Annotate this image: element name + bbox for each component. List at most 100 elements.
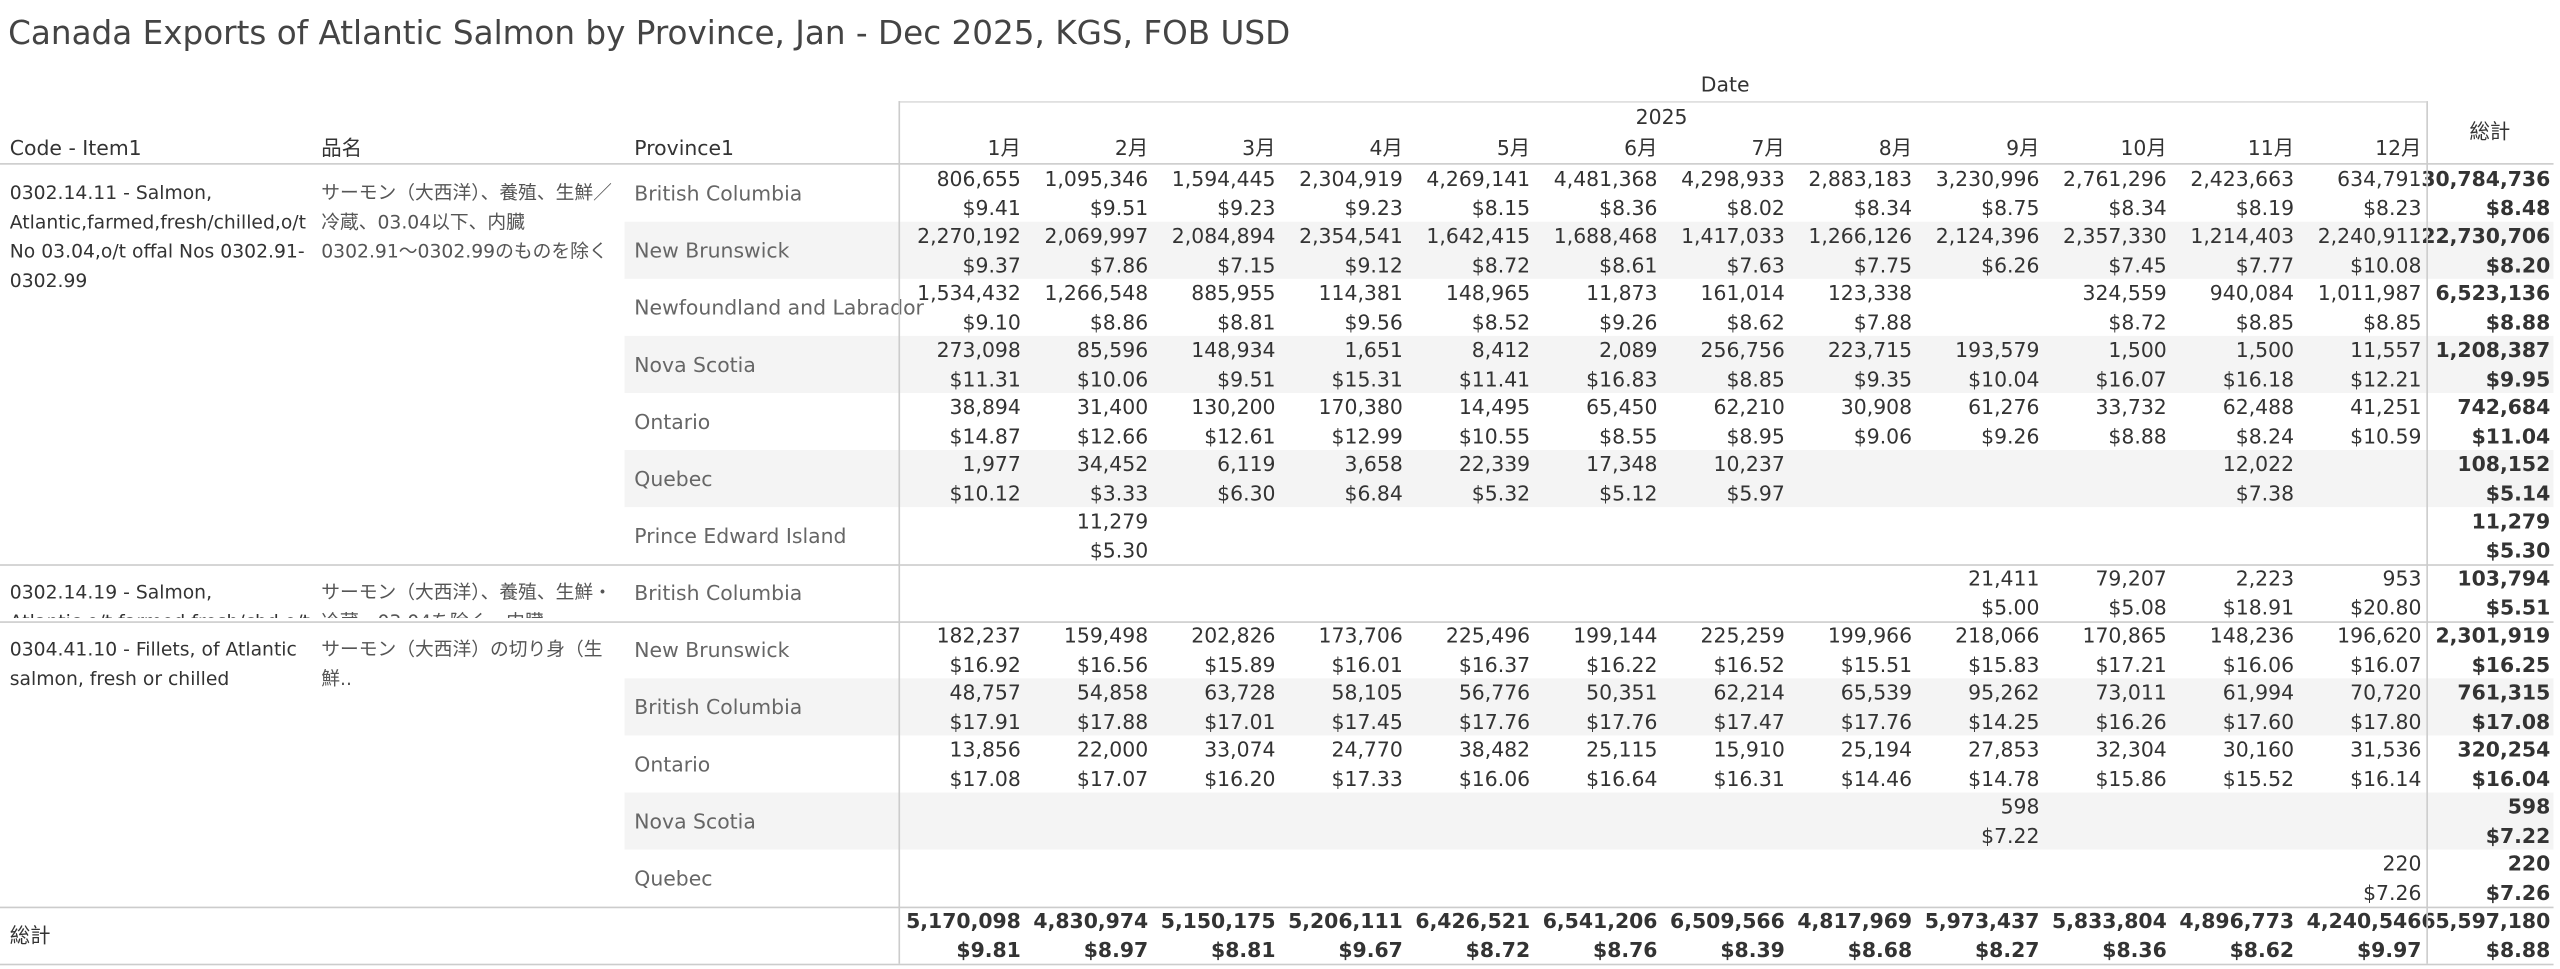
kgs-cell: 1,011,987 — [2317, 280, 2422, 305]
usd-cell: $8.02 — [1726, 195, 1785, 221]
kgs-cell: 33,732 — [2095, 394, 2167, 420]
total-kgs: 6,523,136 — [2435, 280, 2551, 305]
grand-usd: $8.68 — [1847, 937, 1913, 963]
kgs-cell: 634,791 — [2337, 166, 2422, 191]
usd-cell: $17.01 — [1204, 709, 1276, 734]
kgs-cell: 31,536 — [2350, 737, 2422, 762]
kgs-cell: 24,770 — [1331, 737, 1403, 762]
province: Ontario — [634, 409, 711, 434]
usd-cell: $8.88 — [2108, 423, 2167, 449]
usd-cell: $16.07 — [2095, 366, 2167, 392]
usd-cell: $9.37 — [962, 252, 1021, 278]
grand-kgs: 4,896,773 — [2179, 908, 2295, 933]
usd-cell: $8.75 — [1981, 195, 2040, 221]
total-kgs: 108,152 — [2457, 451, 2551, 477]
usd-cell: $16.52 — [1713, 652, 1785, 677]
usd-cell: $15.51 — [1840, 652, 1913, 677]
grand-usd: $8.62 — [2229, 937, 2295, 963]
total-kgs: 22,730,706 — [2421, 223, 2551, 248]
kgs-cell: 1,214,403 — [2190, 223, 2295, 248]
grand-kgs: 6,541,206 — [1542, 908, 1658, 933]
kgs-cell: 48,757 — [949, 679, 1021, 705]
kgs-cell: 173,706 — [1318, 622, 1403, 648]
usd-cell: $5.97 — [1726, 481, 1785, 506]
usd-cell: $5.12 — [1599, 481, 1658, 506]
usd-cell: $7.15 — [1217, 252, 1276, 278]
kgs-cell: 4,481,368 — [1553, 166, 1658, 191]
usd-cell: $8.62 — [1726, 309, 1785, 335]
kgs-cell: 6,119 — [1217, 451, 1276, 477]
usd-cell: $7.77 — [2235, 252, 2295, 278]
usd-cell: $17.88 — [1076, 709, 1149, 734]
kgs-cell: 13,856 — [949, 737, 1021, 762]
year-header: 2025 — [1635, 104, 1688, 129]
kgs-cell: 123,338 — [1827, 280, 1913, 305]
usd-cell: $8.23 — [2363, 195, 2422, 221]
item-code: 0304.41.10 - Fillets, of Atlantic salmon… — [9, 637, 297, 690]
usd-cell: $10.55 — [1458, 423, 1531, 449]
usd-cell: $17.91 — [949, 709, 1021, 734]
column-header: 品名 — [321, 135, 363, 160]
kgs-cell: 170,380 — [1318, 394, 1403, 420]
province: British Columbia — [634, 694, 803, 720]
usd-cell: $8.52 — [1471, 309, 1531, 335]
kgs-cell: 225,259 — [1700, 622, 1785, 648]
kgs-cell: 1,417,033 — [1681, 223, 1785, 248]
header-rule — [0, 163, 2554, 165]
kgs-cell: 148,934 — [1191, 337, 1276, 362]
grand-total-label: 総計 — [9, 922, 51, 948]
usd-cell: $11.41 — [1458, 366, 1531, 392]
usd-cell: $5.08 — [2108, 595, 2167, 620]
usd-cell: $5.30 — [1089, 538, 1149, 563]
kgs-cell: 148,236 — [2209, 622, 2295, 648]
total-usd: $5.14 — [2485, 481, 2551, 506]
total-kgs: 30,784,736 — [2421, 166, 2551, 191]
usd-cell: $9.41 — [962, 195, 1021, 221]
kgs-cell: 54,858 — [1076, 679, 1149, 705]
grand-usd: $8.81 — [1211, 937, 1276, 963]
usd-cell: $15.31 — [1331, 366, 1403, 392]
usd-cell: $8.95 — [1726, 423, 1785, 449]
row-band — [624, 335, 2554, 393]
kgs-cell: 85,596 — [1076, 337, 1149, 362]
province: New Brunswick — [634, 238, 790, 263]
kgs-cell: 199,144 — [1573, 622, 1658, 648]
group-rule — [0, 564, 2554, 566]
kgs-cell: 199,966 — [1827, 622, 1913, 648]
total-usd: $7.26 — [2485, 880, 2551, 905]
data-left-rule — [898, 101, 901, 964]
usd-cell: $7.22 — [1981, 823, 2040, 848]
kgs-cell: 58,105 — [1331, 679, 1403, 705]
usd-cell: $9.12 — [1344, 252, 1403, 278]
usd-cell: $17.76 — [1586, 709, 1658, 734]
usd-cell: $16.31 — [1713, 766, 1785, 791]
usd-cell: $16.14 — [2350, 766, 2422, 791]
usd-cell: $8.85 — [2363, 309, 2422, 335]
total-usd: $16.25 — [2471, 652, 2551, 677]
total-usd: $7.22 — [2485, 823, 2551, 848]
usd-cell: $15.83 — [1968, 652, 2040, 677]
usd-cell: $16.22 — [1586, 652, 1658, 677]
kgs-cell: 196,620 — [2337, 622, 2422, 648]
usd-cell: $7.88 — [1853, 309, 1913, 335]
usd-cell: $20.80 — [2350, 595, 2422, 620]
kgs-cell: 1,266,548 — [1044, 280, 1149, 305]
kgs-cell: 25,115 — [1586, 737, 1658, 762]
usd-cell: $17.08 — [949, 766, 1021, 791]
kgs-cell: 148,965 — [1445, 280, 1531, 305]
usd-cell: $8.85 — [2235, 309, 2295, 335]
grand-kgs: 4,240,546 — [2306, 908, 2422, 933]
usd-cell: $9.10 — [962, 309, 1021, 335]
total-usd: $5.30 — [2485, 538, 2551, 563]
kgs-cell: 2,761,296 — [2063, 166, 2167, 191]
kgs-cell: 65,450 — [1586, 394, 1658, 420]
usd-cell: $8.19 — [2235, 195, 2295, 221]
kgs-cell: 62,214 — [1713, 679, 1785, 705]
total-kgs: 742,684 — [2457, 394, 2551, 420]
month-header: 5月 — [1496, 135, 1531, 160]
kgs-cell: 182,237 — [936, 622, 1021, 648]
kgs-cell: 1,977 — [962, 451, 1021, 477]
usd-cell: $9.23 — [1344, 195, 1403, 221]
usd-cell: $17.07 — [1076, 766, 1149, 791]
usd-cell: $8.72 — [2108, 309, 2167, 335]
